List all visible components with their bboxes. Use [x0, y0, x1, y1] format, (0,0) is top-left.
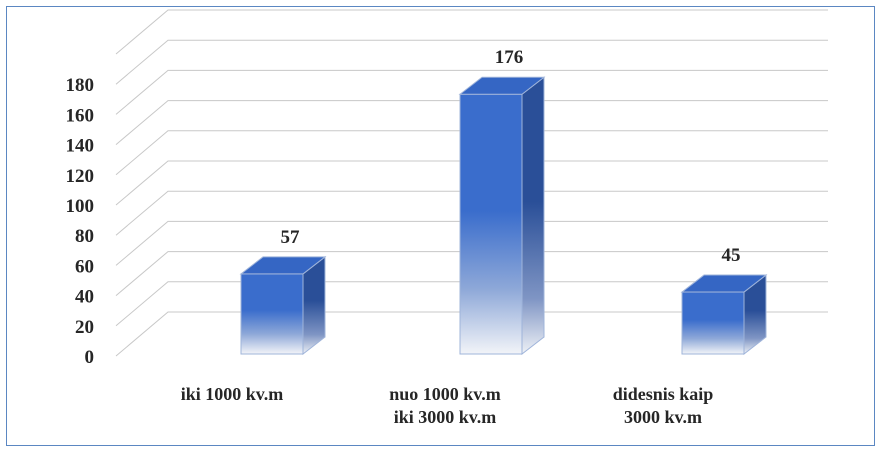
gridline	[115, 39, 828, 85]
gridline	[115, 281, 828, 327]
y-tick-label: 180	[66, 75, 95, 96]
category-label-line: didesnis kaip	[613, 384, 714, 404]
y-tick-label: 100	[66, 196, 95, 217]
bar-top-face	[680, 274, 768, 293]
bar	[458, 76, 546, 356]
y-tick-label: 120	[66, 166, 95, 187]
y-tick-label: 140	[66, 136, 95, 157]
bar-front-face	[681, 291, 745, 355]
gridline	[115, 100, 828, 145]
bar-front-face	[240, 273, 304, 355]
bar-side-face	[521, 76, 545, 356]
category-label-line: iki 3000 kv.m	[394, 407, 497, 427]
bar	[680, 274, 768, 356]
y-tick-label: 0	[85, 347, 95, 368]
chart-frame	[6, 6, 875, 446]
category-label: iki 1000 kv.m	[181, 384, 284, 404]
category-label-line: 3000 kv.m	[624, 407, 702, 427]
gridline	[115, 9, 828, 55]
data-label: 57	[281, 227, 301, 248]
bar-top-face	[458, 76, 546, 95]
gridline	[115, 69, 828, 115]
y-tick-label: 160	[66, 105, 95, 126]
gridline	[115, 220, 828, 266]
category-label: nuo 1000 kv.m iki 3000 kv.m	[389, 384, 501, 427]
bar-front-face	[459, 93, 523, 355]
category-label-line: iki 1000 kv.m	[181, 384, 284, 404]
category-label: didesnis kaip 3000 kv.m	[613, 384, 714, 427]
y-tick-label: 60	[75, 256, 94, 277]
gridline	[115, 160, 828, 206]
y-tick-label: 20	[75, 317, 94, 338]
category-label-line: nuo 1000 kv.m	[389, 384, 501, 404]
bar-top-face	[239, 256, 327, 275]
y-tick-label: 40	[75, 287, 94, 308]
gridline	[115, 130, 828, 176]
gridline	[115, 251, 828, 296]
y-tick-label: 80	[75, 226, 94, 247]
gridline	[115, 190, 828, 236]
gridline	[115, 311, 828, 357]
bar	[239, 255, 327, 356]
data-label: 45	[722, 245, 741, 266]
data-label: 176	[495, 47, 524, 68]
